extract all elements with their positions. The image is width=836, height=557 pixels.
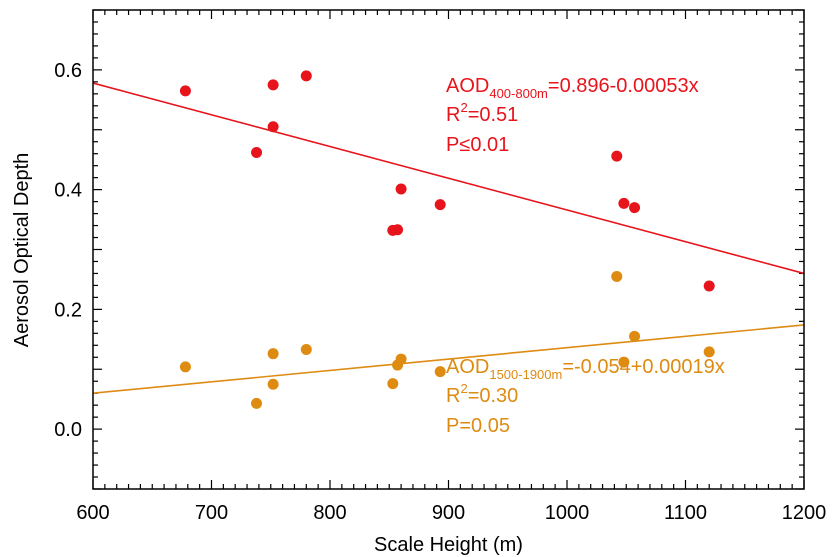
red-data-point	[267, 121, 279, 133]
y-tick-label: 0.0	[54, 419, 82, 441]
orange-data-point	[387, 378, 399, 390]
svg-text:AOD1500-1900m=-0.054+0.00019x: AOD1500-1900m=-0.054+0.00019x	[446, 356, 725, 382]
orange-annot-superscript: 2	[460, 381, 467, 396]
red-annot-r2-value: =0.51	[468, 104, 519, 126]
red-data-point	[392, 224, 404, 236]
orange-annot-p-value: P=0.05	[446, 415, 510, 437]
orange-data-point	[395, 353, 407, 365]
red-data-point	[618, 197, 630, 209]
x-tick-label: 1100	[664, 502, 707, 524]
y-axis-title: Aerosol Optical Depth	[11, 153, 33, 348]
orange-data-point	[179, 361, 191, 373]
orange-fit-annotation: AOD1500-1900m=-0.054+0.00019x R2=0.30 P=…	[446, 356, 725, 437]
orange-data-point	[300, 343, 312, 355]
x-tick-label: 800	[313, 502, 346, 524]
red-annot-p-value: P≤0.01	[446, 134, 509, 156]
red-data-point	[251, 147, 263, 159]
orange-annot-r2-value: =0.30	[468, 385, 519, 407]
red-data-point	[395, 183, 407, 195]
plot-frame	[92, 9, 805, 490]
orange-annot-aod: AOD	[446, 356, 489, 378]
red-fit-annotation: AOD400-800m=0.896-0.00053x R2=0.51 P≤0.0…	[446, 75, 699, 156]
x-tick-label: 700	[195, 502, 228, 524]
red-annot-aod: AOD	[446, 75, 489, 97]
red-data-point	[434, 199, 446, 211]
data-points	[179, 70, 715, 409]
red-data-point	[179, 85, 191, 97]
x-tick-label: 1200	[782, 502, 827, 524]
red-annot-equation: =0.896-0.00053x	[548, 75, 699, 97]
orange-data-point	[629, 330, 641, 342]
red-data-point	[267, 79, 279, 91]
orange-data-point	[434, 366, 446, 378]
orange-data-point	[267, 378, 279, 390]
orange-fit-line	[92, 324, 805, 394]
orange-annot-subscript: 1500-1900m	[489, 367, 562, 382]
y-tick-label: 0.4	[54, 180, 82, 202]
x-tick-label: 900	[432, 502, 465, 524]
x-tick-label: 600	[76, 502, 109, 524]
red-fit-line	[92, 82, 805, 275]
red-data-point	[703, 280, 715, 292]
svg-text:R2=0.51: R2=0.51	[446, 100, 518, 126]
orange-annot-equation: =-0.054+0.00019x	[562, 356, 724, 378]
orange-data-point	[703, 346, 715, 358]
svg-text:AOD400-800m=0.896-0.00053x: AOD400-800m=0.896-0.00053x	[446, 75, 699, 101]
svg-text:R2=0.30: R2=0.30	[446, 381, 518, 407]
red-annot-subscript: 400-800m	[489, 86, 548, 101]
orange-data-point	[267, 348, 279, 360]
red-data-point	[629, 202, 641, 214]
orange-data-point	[611, 270, 623, 282]
y-tick-label: 0.2	[54, 299, 82, 321]
x-tick-label: 1000	[545, 502, 590, 524]
y-tick-label: 0.6	[54, 60, 82, 82]
tick-labels: 600 700 800 900 1000 1100 1200 0.0 0.2 0.4 0.6	[54, 60, 826, 524]
orange-data-point	[618, 356, 630, 368]
orange-annot-r: R	[446, 385, 460, 407]
red-data-point	[300, 70, 312, 82]
red-data-point	[611, 150, 623, 162]
orange-data-point	[251, 397, 263, 409]
x-axis-title: Scale Height (m)	[374, 534, 523, 556]
red-annot-r: R	[446, 104, 460, 126]
fit-lines	[92, 82, 805, 394]
red-annot-superscript: 2	[460, 100, 467, 115]
